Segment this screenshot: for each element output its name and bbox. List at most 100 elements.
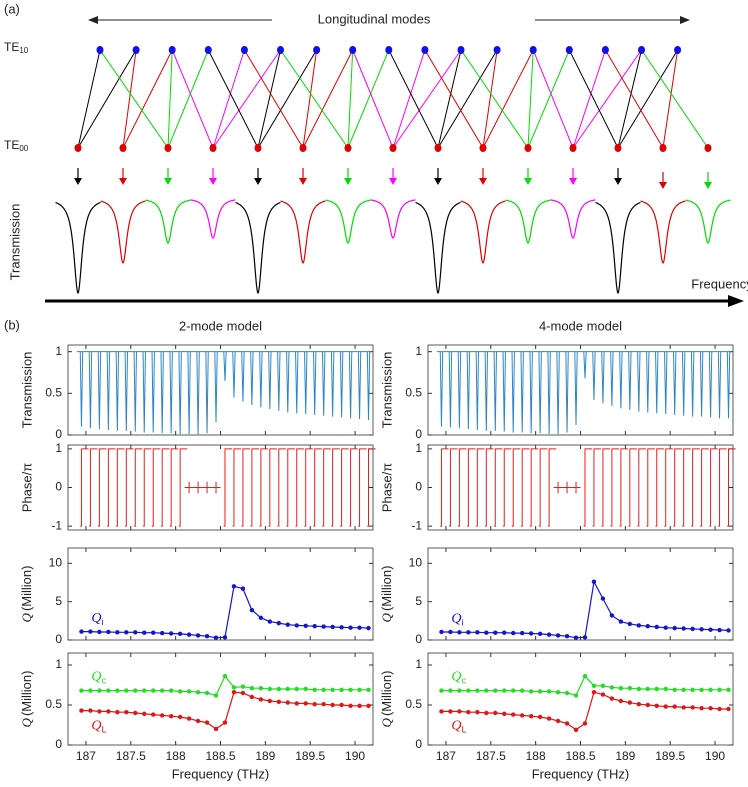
dip: [664, 351, 668, 415]
mode-link: [527, 49, 534, 149]
data-point: [484, 688, 489, 693]
dip: [133, 351, 137, 432]
data-point: [564, 690, 570, 696]
dip: [574, 351, 578, 426]
data-point: [348, 625, 353, 630]
mode-link: [257, 49, 318, 149]
data-point: [124, 630, 129, 635]
y-axis-symbol: Q: [379, 717, 394, 727]
y-tick-label: -1: [51, 518, 62, 532]
data-point: [699, 706, 704, 711]
y-axis-symbol: Q: [19, 612, 34, 622]
data-point: [564, 633, 570, 639]
series-label: Qi: [451, 612, 463, 628]
chart-title: 2-mode model: [179, 318, 262, 333]
data-point: [466, 688, 471, 693]
data-point: [321, 624, 326, 629]
y-axis-symbol: Q: [19, 717, 34, 727]
data-point: [294, 623, 299, 628]
phase-jump: [349, 448, 358, 527]
data-point: [330, 687, 335, 692]
data-point: [672, 704, 677, 709]
mode-link: [437, 49, 498, 149]
data-point: [357, 703, 362, 708]
mode-link: [482, 49, 498, 149]
x-tick-label: 188: [166, 749, 186, 763]
dip: [304, 351, 308, 415]
data-point: [519, 713, 525, 718]
data-point: [555, 718, 561, 724]
y-tick-label: 0: [415, 737, 422, 751]
phase-jump: [691, 448, 700, 527]
mode-link: [604, 49, 664, 149]
phase-jump: [601, 448, 611, 527]
dip: [592, 351, 596, 401]
data-point: [222, 674, 228, 679]
data-point: [285, 686, 290, 692]
y-axis-label: Q(Million): [379, 566, 394, 623]
data-point: [672, 625, 677, 631]
y-tick-label: 5: [415, 594, 422, 608]
mode-dot: [168, 46, 176, 54]
arrow-head: [524, 178, 532, 185]
mode-dot: [96, 46, 104, 54]
dip: [690, 351, 695, 417]
dip: [628, 351, 632, 411]
data-point: [186, 632, 192, 637]
phase-jump: [277, 448, 286, 527]
phase-jump: [529, 448, 539, 527]
dip: [610, 351, 614, 406]
dip: [484, 351, 489, 431]
y-tick-label: 1: [415, 344, 422, 358]
data-point: [457, 630, 462, 635]
mode-dot: [254, 144, 262, 152]
data-point: [690, 687, 695, 692]
mode-link: [243, 49, 304, 149]
data-point: [195, 718, 201, 724]
mode-link: [212, 49, 281, 149]
mode-sub: 00: [19, 144, 28, 153]
x-tick-label: 189.5: [655, 749, 685, 763]
data-point: [303, 623, 308, 629]
mode-link: [257, 49, 281, 149]
arrow-head: [389, 178, 397, 185]
phase-jump: [89, 448, 98, 527]
data-point: [582, 674, 588, 679]
arrow-head: [88, 16, 98, 24]
mode-dot: [385, 46, 393, 54]
data-point: [555, 633, 561, 638]
dip: [672, 351, 677, 416]
data-point: [475, 710, 480, 715]
y-tick-label: 0: [55, 632, 62, 646]
series-symbol: Q: [91, 719, 101, 734]
data-point: [312, 624, 317, 629]
dip: [196, 351, 200, 436]
data-point: [528, 631, 534, 636]
data-point: [681, 626, 686, 631]
phase-jump: [169, 448, 179, 527]
arrow-head: [659, 182, 667, 189]
dip: [124, 351, 129, 431]
data-point: [159, 688, 165, 693]
data-point: [591, 579, 597, 584]
mode-link: [347, 49, 390, 149]
data-point: [231, 584, 237, 589]
data-point: [717, 687, 722, 692]
mode-dot: [277, 46, 284, 54]
mode-dot: [299, 144, 307, 152]
transmission-curve: [685, 199, 731, 244]
data-point: [636, 702, 642, 707]
phase-jump: [440, 448, 449, 527]
y-tick-label: 0.5: [405, 697, 422, 711]
data-point: [339, 687, 344, 692]
phase-jump: [340, 448, 349, 527]
data-point: [97, 688, 102, 693]
dip: [699, 351, 704, 417]
y-axis-label: Transmission: [379, 352, 394, 429]
mode-link: [302, 49, 318, 149]
series-symbol: Q: [451, 612, 461, 627]
phase-jump: [124, 448, 134, 527]
data-point: [106, 629, 111, 635]
data-point: [726, 628, 731, 633]
data-point: [339, 625, 344, 630]
